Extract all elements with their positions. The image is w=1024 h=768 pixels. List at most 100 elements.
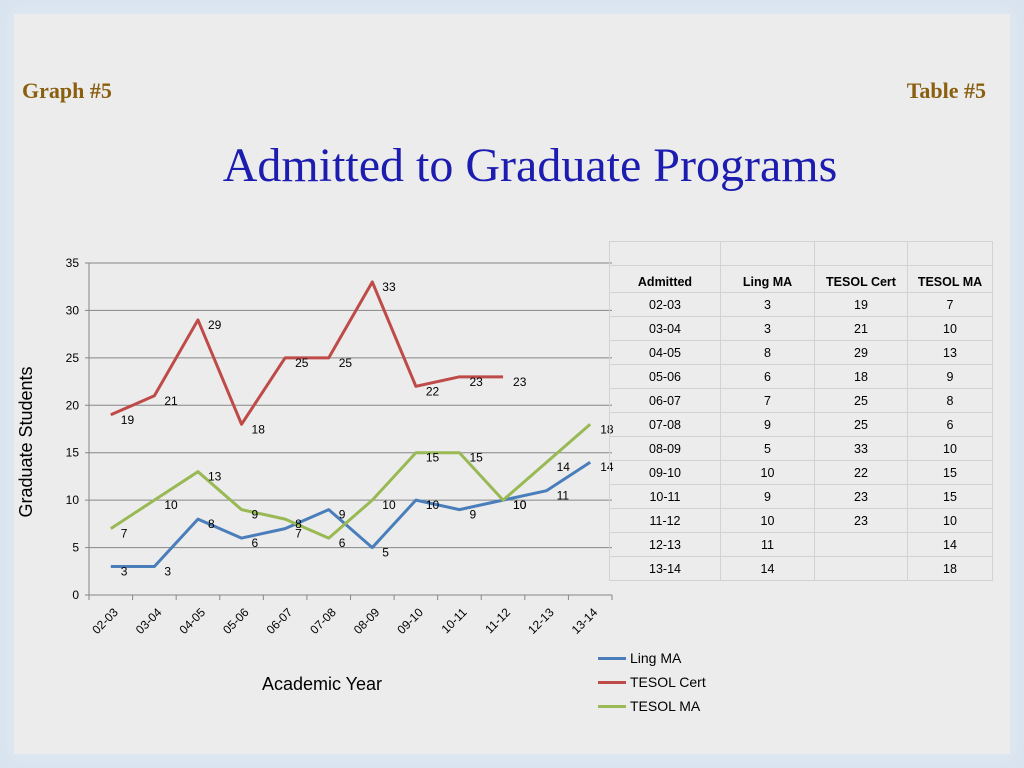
- table-cell: 18: [907, 556, 993, 581]
- x-tick-label: 08-09: [351, 605, 383, 637]
- table-spacer-row: [609, 241, 993, 266]
- data-label-tesol-ma: 15: [469, 451, 483, 465]
- table-row: 12-13 11 14: [609, 532, 993, 557]
- table-row: 03-04 3 21 10: [609, 316, 993, 341]
- table-cell: 10-11: [609, 484, 721, 509]
- data-label-ling-ma: 3: [121, 565, 128, 579]
- data-label-tesol-ma: 10: [164, 498, 178, 512]
- table-cell: [814, 532, 908, 557]
- table-cell: 22: [814, 460, 908, 485]
- table-row: 09-10 10 22 15: [609, 460, 993, 485]
- legend-label-tesol-ma: TESOL MA: [630, 698, 701, 714]
- data-label-ling-ma: 8: [208, 517, 215, 531]
- x-tick-label: 07-08: [307, 605, 339, 637]
- table-row: 02-03 3 19 7: [609, 292, 993, 317]
- data-label-tesol-ma: 6: [339, 536, 346, 550]
- x-tick-label: 04-05: [176, 605, 208, 637]
- table-cell: 02-03: [609, 292, 721, 317]
- table-cell: 25: [814, 412, 908, 437]
- data-label-tesol-cert: 29: [208, 318, 222, 332]
- legend-item-tesol-cert: TESOL Cert: [598, 670, 706, 694]
- table-cell: 5: [720, 436, 815, 461]
- header-ling-ma: Ling MA: [720, 265, 815, 293]
- table-cell: 8: [720, 340, 815, 365]
- table-cell: 13-14: [609, 556, 721, 581]
- y-tick-label: 10: [66, 493, 80, 507]
- table-cell: 07-08: [609, 412, 721, 437]
- table-cell: 11: [720, 532, 815, 557]
- y-tick-label: 5: [72, 541, 79, 555]
- table-cell: 10: [907, 508, 993, 533]
- x-tick-label: 05-06: [220, 605, 252, 637]
- table-cell: 18: [814, 364, 908, 389]
- data-label-tesol-cert: 22: [426, 384, 440, 398]
- table-row: 04-05 8 29 13: [609, 340, 993, 365]
- y-tick-label: 25: [66, 351, 80, 365]
- data-label-tesol-cert: 18: [252, 422, 266, 436]
- data-label-ling-ma: 10: [426, 498, 440, 512]
- data-label-tesol-cert: 33: [382, 280, 396, 294]
- table-cell: 6: [907, 412, 993, 437]
- data-label-tesol-ma: 9: [252, 508, 259, 522]
- y-tick-label: 35: [66, 256, 80, 270]
- data-label-ling-ma: 5: [382, 546, 389, 560]
- data-label-tesol-ma: 10: [382, 498, 396, 512]
- data-label-ling-ma: 9: [469, 508, 476, 522]
- table-cell: 15: [907, 484, 993, 509]
- table-row: 07-08 9 25 6: [609, 412, 993, 437]
- table-cell: 29: [814, 340, 908, 365]
- chart-legend: Ling MA TESOL Cert TESOL MA: [598, 646, 706, 718]
- x-tick-label: 10-11: [439, 605, 470, 636]
- data-label-tesol-cert: 23: [513, 375, 527, 389]
- table-cell: 06-07: [609, 388, 721, 413]
- series-line-tesol-ma: [109, 423, 592, 540]
- table-cell: 10: [907, 436, 993, 461]
- data-label-tesol-ma: 14: [557, 460, 571, 474]
- header-admitted: Admitted: [609, 265, 721, 293]
- graph-label: Graph #5: [22, 78, 112, 103]
- legend-swatch-tesol-ma: [598, 704, 626, 708]
- data-label-tesol-cert: 25: [339, 356, 353, 370]
- data-table: Admitted Ling MA TESOL Cert TESOL MA 02-…: [609, 241, 993, 581]
- table-row: 13-14 14 18: [609, 556, 993, 581]
- x-tick-label: 09-10: [394, 605, 426, 637]
- table-cell: 7: [720, 388, 815, 413]
- data-label-tesol-cert: 25: [295, 356, 309, 370]
- table-cell: 09-10: [609, 460, 721, 485]
- table-cell: 9: [720, 412, 815, 437]
- data-label-ling-ma: 3: [164, 565, 171, 579]
- table-header-row: Admitted Ling MA TESOL Cert TESOL MA: [609, 265, 993, 293]
- table-cell: 25: [814, 388, 908, 413]
- data-label-tesol-ma: 10: [513, 498, 527, 512]
- x-tick-label: 13-14: [569, 605, 601, 637]
- table-cell: 9: [720, 484, 815, 509]
- data-label-tesol-cert: 23: [469, 375, 483, 389]
- table-cell: 14: [907, 532, 993, 557]
- legend-item-tesol-ma: TESOL MA: [598, 694, 706, 718]
- table-cell: 8: [907, 388, 993, 413]
- table-cell: 12-13: [609, 532, 721, 557]
- table-cell: 3: [720, 316, 815, 341]
- x-tick-label: 11-12: [482, 605, 513, 636]
- data-label-ling-ma: 7: [295, 527, 302, 541]
- header-tesol-cert: TESOL Cert: [814, 265, 908, 293]
- legend-swatch-tesol-cert: [598, 680, 626, 684]
- table-cell: 23: [814, 508, 908, 533]
- data-label-tesol-cert: 21: [164, 394, 178, 408]
- header-tesol-ma: TESOL MA: [907, 265, 993, 293]
- legend-label-ling-ma: Ling MA: [630, 650, 682, 666]
- table-label: Table #5: [906, 78, 986, 103]
- legend-item-ling-ma: Ling MA: [598, 646, 706, 670]
- table-row: 11-12 10 23 10: [609, 508, 993, 533]
- table-cell: 13: [907, 340, 993, 365]
- legend-label-tesol-cert: TESOL Cert: [630, 674, 706, 690]
- table-cell: [814, 556, 908, 581]
- x-axis-label: Academic Year: [262, 674, 382, 694]
- series-line-tesol-cert: [110, 280, 504, 426]
- x-tick-label: 12-13: [525, 605, 557, 637]
- x-tick-label: 06-07: [264, 605, 296, 637]
- y-tick-label: 20: [66, 398, 80, 412]
- table-row: 08-09 5 33 10: [609, 436, 993, 461]
- page-title: Admitted to Graduate Programs: [222, 139, 838, 192]
